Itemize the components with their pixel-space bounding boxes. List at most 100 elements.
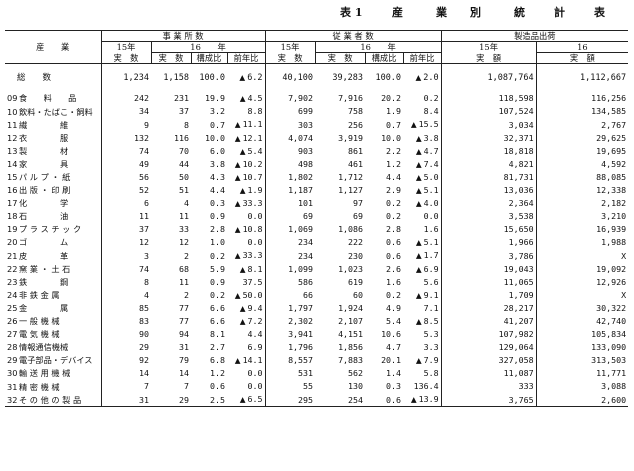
cell-ratio: ▲ 11.1 xyxy=(227,118,266,132)
cell: X xyxy=(621,289,627,300)
cell: 20.1 xyxy=(381,355,402,366)
decrease-triangle-icon: ▲ xyxy=(239,94,246,104)
cell: 34 xyxy=(139,106,149,117)
total-label: 総 数 xyxy=(5,63,102,92)
cell-ratio: ▲ 4.7 xyxy=(403,144,442,158)
cell: 11 xyxy=(179,211,189,222)
header-year15: 15年 xyxy=(101,41,152,53)
ratio-value: 4.0 xyxy=(423,198,439,209)
cell: 74 xyxy=(139,145,149,156)
ratio-value: 3.3 xyxy=(423,342,439,353)
industry-cell: 13 製 材 xyxy=(5,144,102,158)
cell: 29,625 xyxy=(596,132,627,143)
cell-ratio: 4.4 xyxy=(227,327,266,341)
cell: 2 xyxy=(184,250,189,261)
industry-cell: 22 窯 業 ・ 土 石 xyxy=(5,262,102,276)
cell-ratio: ▲ 10.2 xyxy=(227,157,266,171)
ratio-value: 7.9 xyxy=(423,355,439,366)
decrease-triangle-icon: ▲ xyxy=(234,120,241,130)
cell: 4.9 xyxy=(386,302,402,313)
ratio-value: 4.4 xyxy=(247,329,263,340)
cell: 11,771 xyxy=(596,368,627,379)
cell: 2,182 xyxy=(601,198,627,209)
header-year16: 16 年 xyxy=(315,41,442,53)
ratio-value: 136.4 xyxy=(413,381,439,392)
table-row: 10 飲料・たばこ・飼料 34 37 3.2 8.8 699 758 1.9 8.4 107,524… xyxy=(5,105,628,119)
cell: 3,941 xyxy=(288,329,314,340)
ratio-value: 5.6 xyxy=(423,276,439,287)
cell: 0.2 xyxy=(386,289,402,300)
decrease-triangle-icon: ▲ xyxy=(234,251,241,261)
ratio-value: 3.8 xyxy=(423,132,439,143)
industry-cell: 14 家 具 xyxy=(5,157,102,171)
industry-code: 12 xyxy=(7,132,18,143)
cell: 0.3 xyxy=(386,381,402,392)
cell: 12 xyxy=(139,237,149,248)
cell: 1,234 xyxy=(123,72,149,83)
cell: 4,074 xyxy=(288,132,314,143)
cell: 11 xyxy=(179,276,189,287)
industry-code: 20 xyxy=(7,237,18,248)
cell: 12 xyxy=(179,237,189,248)
cell: 133,090 xyxy=(591,342,627,353)
cell: 50 xyxy=(179,171,189,182)
cell-ratio: ▲ 10.8 xyxy=(227,222,266,237)
table-row: 28 情報通信機械 29 31 2.7 6.9 1,796 1,856 4.7 3.3 129,06… xyxy=(5,340,628,354)
decrease-triangle-icon: ▲ xyxy=(415,290,422,300)
cell: 861 xyxy=(348,145,364,156)
industry-code: 27 xyxy=(7,329,18,340)
industry-cell: 27 電 気 機 械 xyxy=(5,327,102,341)
cell: 77 xyxy=(179,302,189,313)
industry-cell: 24 非 鉄 金 属 xyxy=(5,288,102,302)
header-establishments: 事 業 所 数 xyxy=(101,30,266,42)
cell: 0.6 xyxy=(386,394,402,405)
cell: 1,924 xyxy=(338,302,364,313)
industry-code: 32 xyxy=(7,394,18,405)
cell-ratio: ▲ 5.1 xyxy=(403,183,442,197)
cell: 68 xyxy=(179,263,189,274)
cell-ratio: ▲ 13.9 xyxy=(403,393,442,407)
table-row: 19 プ ラ ス チ ッ ク 37 33 2.8 ▲ 10.8 1,069 1,086 2.8 1.… xyxy=(5,222,628,237)
cell: 3,210 xyxy=(601,211,627,222)
cell-ratio: ▲ 7.9 xyxy=(403,353,442,367)
cell-ratio: ▲ 33.3 xyxy=(227,249,266,263)
cell: 32,371 xyxy=(441,131,537,145)
industry-name: ゴ ム xyxy=(19,237,69,248)
industry-code: 14 xyxy=(7,158,18,169)
cell-ratio: ▲ 1.9 xyxy=(227,183,266,197)
cell-ratio: ▲ 7.2 xyxy=(227,314,266,328)
industry-code: 17 xyxy=(7,198,18,209)
ratio-value: 12.1 xyxy=(242,132,263,143)
header-actual: 実 数 xyxy=(265,52,316,64)
cell-ratio: ▲ 6.2 xyxy=(227,63,266,92)
header-composition: 構成比 xyxy=(191,52,228,64)
header-actual: 実 数 xyxy=(101,52,152,64)
cell: 1.2 xyxy=(386,158,402,169)
cell-ratio: ▲ 5.4 xyxy=(227,144,266,158)
cell: 132 xyxy=(134,132,149,143)
cell: 4 xyxy=(144,289,149,300)
table-row: 12 衣 服 132 116 10.0 ▲ 12.1 4,074 3,919 10.0 ▲ 3.8 32… xyxy=(5,131,628,145)
cell: 1,856 xyxy=(338,342,364,353)
cell: 37 xyxy=(139,224,149,235)
cell: 6.8 xyxy=(210,355,225,366)
table-row: 22 窯 業 ・ 土 石 74 68 5.9 ▲ 8.1 1,099 1,023 2.6 ▲ 6.9 1… xyxy=(5,262,628,276)
cell-ratio: ▲ 8.5 xyxy=(403,314,442,328)
decrease-triangle-icon: ▲ xyxy=(415,316,422,326)
cell: 4.7 xyxy=(386,342,402,353)
cell: 303 xyxy=(298,119,314,130)
industry-cell: 17 化 学 xyxy=(5,196,102,210)
table-row: 16 出 版 ・ 印 刷 52 51 4.4 ▲ 1.9 1,187 1,127 2.9 ▲ 5.1 1… xyxy=(5,183,628,197)
cell: 10.6 xyxy=(381,329,402,340)
cell: 81,731 xyxy=(441,170,537,184)
cell: 39,283 xyxy=(332,72,364,83)
industry-cell: 10 飲料・たばこ・飼料 xyxy=(5,105,102,119)
cell: 7,883 xyxy=(338,355,364,366)
decrease-triangle-icon: ▲ xyxy=(410,395,417,405)
cell-ratio: 7.1 xyxy=(403,301,442,315)
cell: 0.3 xyxy=(210,198,225,209)
cell: 1,796 xyxy=(288,342,314,353)
decrease-triangle-icon: ▲ xyxy=(410,120,417,130)
decrease-triangle-icon: ▲ xyxy=(239,316,246,326)
cell: 12,338 xyxy=(596,185,627,196)
